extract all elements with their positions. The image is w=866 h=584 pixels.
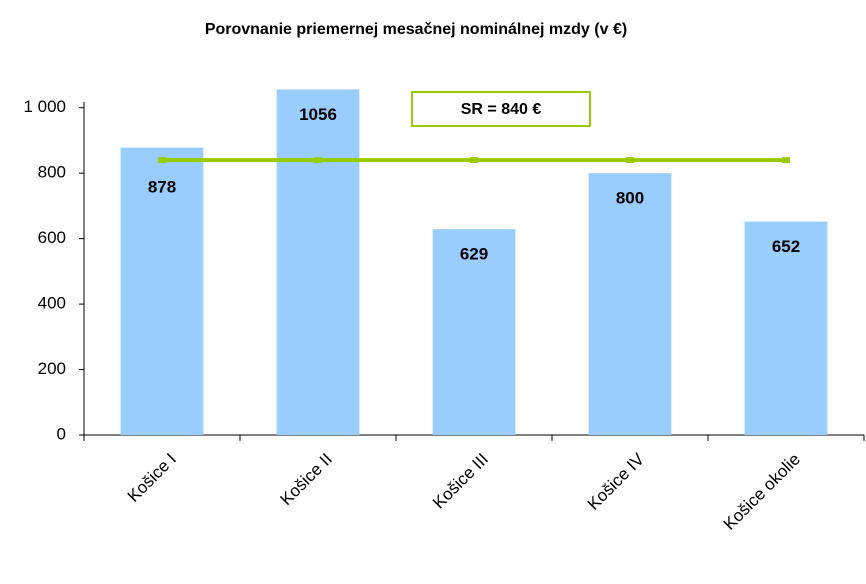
x-tick-label: Košice okolie — [720, 450, 804, 534]
line-marker — [158, 157, 166, 164]
y-tick-label: 1 000 — [23, 97, 66, 116]
annotation: SR = 840 € — [461, 101, 542, 118]
bar — [432, 229, 516, 435]
data-label: 800 — [616, 189, 644, 208]
bar — [276, 89, 360, 436]
bar — [744, 221, 828, 435]
line-marker — [626, 157, 634, 164]
x-tick-label: Košice I — [124, 450, 180, 506]
data-label: 1056 — [299, 105, 337, 124]
data-label: 878 — [148, 178, 176, 197]
line-marker — [314, 157, 322, 164]
y-tick-label: 800 — [38, 163, 66, 182]
bar — [588, 173, 672, 435]
bar — [120, 147, 204, 435]
x-tick-label: Košice IV — [584, 449, 649, 514]
data-label: 629 — [460, 245, 488, 264]
y-tick-label: 0 — [57, 424, 66, 443]
line-marker — [470, 157, 478, 164]
line-marker — [782, 157, 790, 164]
data-label: 652 — [772, 237, 800, 256]
chart-title: Porovnanie priemernej mesačnej nominálne… — [205, 21, 627, 38]
y-tick-label: 400 — [38, 294, 66, 313]
x-tick-label: Košice II — [276, 450, 336, 510]
annotation-box — [411, 91, 591, 127]
x-tick-label: Košice III — [429, 450, 492, 513]
y-tick-label: 600 — [38, 228, 66, 247]
y-tick-label: 200 — [38, 359, 66, 378]
